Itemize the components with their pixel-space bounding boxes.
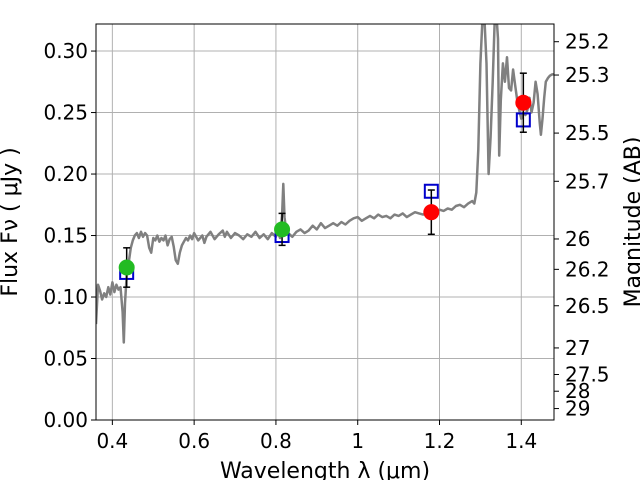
mag-tick-label: 26.5 xyxy=(565,294,610,318)
y-axis-left: 0.00 0.05 0.10 0.15 0.20 0.25 0.30 xyxy=(43,39,96,432)
x-tick-label: 1 xyxy=(351,429,364,453)
y-tick-label: 0.25 xyxy=(43,101,88,125)
mag-tick-label: 26.2 xyxy=(565,257,610,281)
y-axis-right-label: Magnitude (AB) xyxy=(621,137,640,308)
photometry-point xyxy=(515,94,532,111)
mag-tick-label: 25.5 xyxy=(565,121,610,145)
x-tick-label: 1.4 xyxy=(505,429,537,453)
spectrum-line xyxy=(96,24,554,344)
mag-tick-label: 29 xyxy=(565,397,590,421)
y-tick-label: 0.15 xyxy=(43,224,88,248)
x-axis: 0.4 0.6 0.8 1 1.2 1.4 xyxy=(96,420,537,453)
mag-tick-label: 27 xyxy=(565,336,590,360)
photometry-point xyxy=(118,259,135,276)
plot-frame xyxy=(95,23,555,421)
mag-tick-label: 28 xyxy=(565,379,590,403)
x-axis-label: Wavelength λ (μm) xyxy=(220,459,430,480)
plot-area xyxy=(96,24,554,344)
y-tick-label: 0.10 xyxy=(43,285,88,309)
y-tick-label: 0.30 xyxy=(43,39,88,63)
x-tick-label: 0.8 xyxy=(260,429,292,453)
y-tick-label: 0.00 xyxy=(43,408,88,432)
x-tick-label: 1.2 xyxy=(424,429,456,453)
photometry-point xyxy=(423,204,440,221)
mag-tick-label: 25.7 xyxy=(565,169,610,193)
mag-tick-label: 26 xyxy=(565,227,590,251)
photometry-point xyxy=(274,221,291,238)
mag-tick-label: 25.3 xyxy=(565,63,610,87)
mag-tick-label: 25.2 xyxy=(565,30,610,54)
mag-tick-label: 27.5 xyxy=(565,362,610,386)
x-tick-label: 0.6 xyxy=(178,429,210,453)
y-tick-label: 0.20 xyxy=(43,162,88,186)
x-tick-label: 0.4 xyxy=(96,429,128,453)
y-axis-label: Flux Fν ( μJy ) xyxy=(0,147,23,296)
y-tick-label: 0.05 xyxy=(43,347,88,371)
